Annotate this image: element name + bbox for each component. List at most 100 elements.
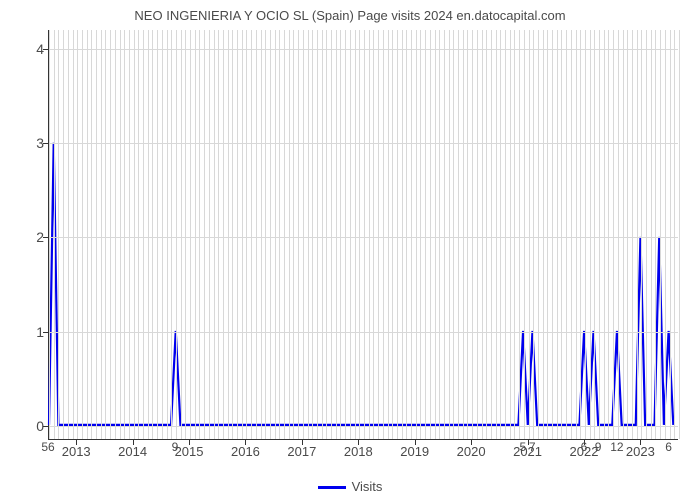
gridline-v: [237, 30, 238, 439]
gridline-v: [322, 30, 323, 439]
y-tick-mark: [43, 426, 48, 427]
gridline-v: [538, 30, 539, 439]
gridline-v: [105, 30, 106, 439]
gridline-v: [246, 30, 247, 439]
gridline-v: [298, 30, 299, 439]
gridline-v: [632, 30, 633, 439]
gridline-v: [308, 30, 309, 439]
gridline-v: [152, 30, 153, 439]
gridline-v: [279, 30, 280, 439]
y-tick-mark: [43, 143, 48, 144]
gridline-v: [355, 30, 356, 439]
gridline-v: [232, 30, 233, 439]
y-tick-label: 2: [24, 229, 44, 245]
gridline-v: [91, 30, 92, 439]
gridline-v: [68, 30, 69, 439]
gridline-v: [120, 30, 121, 439]
gridline-v: [378, 30, 379, 439]
x-tick-label: 2016: [231, 444, 260, 459]
gridline-v: [63, 30, 64, 439]
gridline-v: [317, 30, 318, 439]
gridline-v: [430, 30, 431, 439]
gridline-v: [608, 30, 609, 439]
gridline-v: [350, 30, 351, 439]
legend-swatch: [318, 486, 346, 489]
gridline-v: [670, 30, 671, 439]
gridline-v: [364, 30, 365, 439]
gridline-v: [524, 30, 525, 439]
gridline-v: [514, 30, 515, 439]
data-point-label: 5: [520, 440, 527, 454]
legend-label: Visits: [352, 479, 383, 494]
gridline-v: [467, 30, 468, 439]
gridline-v: [204, 30, 205, 439]
x-tick-label: 2020: [457, 444, 486, 459]
y-tick-mark: [43, 237, 48, 238]
gridline-v: [326, 30, 327, 439]
gridline-v: [472, 30, 473, 439]
chart-title: NEO INGENIERIA Y OCIO SL (Spain) Page vi…: [0, 8, 700, 23]
gridline-v: [369, 30, 370, 439]
gridline-v: [181, 30, 182, 439]
gridline-v: [265, 30, 266, 439]
gridline-v: [453, 30, 454, 439]
x-tick-label: 2018: [344, 444, 373, 459]
gridline-v: [96, 30, 97, 439]
gridline-v: [679, 30, 680, 439]
gridline-v: [138, 30, 139, 439]
x-tick-mark: [133, 440, 134, 445]
x-tick-mark: [640, 440, 641, 445]
gridline-v: [618, 30, 619, 439]
gridline-v: [49, 30, 50, 439]
x-tick-mark: [302, 440, 303, 445]
gridline-v: [359, 30, 360, 439]
gridline-v: [665, 30, 666, 439]
gridline-v: [510, 30, 511, 439]
gridline-v: [496, 30, 497, 439]
gridline-v: [571, 30, 572, 439]
gridline-v: [293, 30, 294, 439]
gridline-v: [228, 30, 229, 439]
gridline-v: [195, 30, 196, 439]
gridline-v: [411, 30, 412, 439]
x-tick-mark: [415, 440, 416, 445]
gridline-v: [420, 30, 421, 439]
gridline-v: [402, 30, 403, 439]
gridline-v: [73, 30, 74, 439]
gridline-v: [543, 30, 544, 439]
data-point-label: 9: [172, 440, 179, 454]
x-tick-label: 2017: [287, 444, 316, 459]
gridline-v: [270, 30, 271, 439]
gridline-v: [82, 30, 83, 439]
gridline-v: [275, 30, 276, 439]
y-tick-label: 4: [24, 41, 44, 57]
data-point-label: 6: [581, 440, 588, 454]
gridline-v: [439, 30, 440, 439]
gridline-v: [590, 30, 591, 439]
gridline-v: [623, 30, 624, 439]
gridline-v: [54, 30, 55, 439]
x-tick-mark: [471, 440, 472, 445]
gridline-v: [157, 30, 158, 439]
gridline-v: [627, 30, 628, 439]
gridline-v: [167, 30, 168, 439]
gridline-v: [209, 30, 210, 439]
gridline-v: [458, 30, 459, 439]
gridline-v: [482, 30, 483, 439]
gridline-v: [58, 30, 59, 439]
gridline-v: [289, 30, 290, 439]
gridline-v: [242, 30, 243, 439]
gridline-v: [124, 30, 125, 439]
data-point-label: 56: [41, 440, 54, 454]
gridline-v: [500, 30, 501, 439]
gridline-v: [345, 30, 346, 439]
x-tick-label: 2013: [62, 444, 91, 459]
gridline-v: [529, 30, 530, 439]
gridline-v: [129, 30, 130, 439]
gridline-v: [162, 30, 163, 439]
x-tick-mark: [358, 440, 359, 445]
gridline-v: [613, 30, 614, 439]
x-tick-label: 2014: [118, 444, 147, 459]
gridline-v: [674, 30, 675, 439]
x-tick-label: 2015: [175, 444, 204, 459]
